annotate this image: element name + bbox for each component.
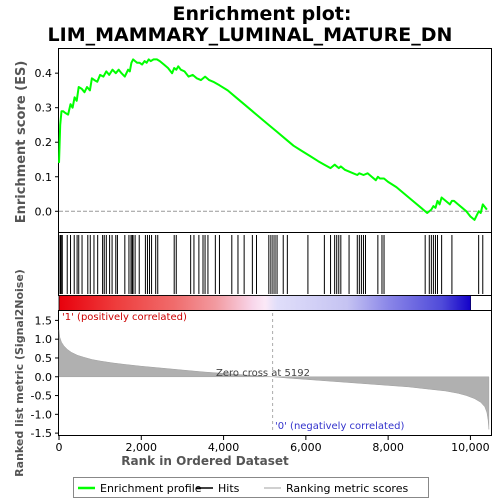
chart-title-line2: LIM_MAMMARY_LUMINAL_MATURE_DN [48,24,453,46]
ranked-y-axis: -1.5 -1.0 -0.5 0.0 0.5 1.0 1.5 [31,314,59,440]
enrichment-profile-line [58,58,488,221]
chart-title-line1: Enrichment plot: [173,3,352,25]
es-y-tick-label: 0.2 [35,136,53,149]
es-y-tick-label: 0.3 [35,102,53,115]
ranked-metric-area [58,329,490,430]
ranking-metric-scores [58,329,490,430]
ranked-y-tick-label: 0.5 [35,352,53,365]
es-y-tick-label: 0.1 [35,171,53,184]
es-y-tick-label: 0.4 [35,67,53,80]
ranked-y-tick-label: 1.5 [35,314,53,327]
x-tick-label: 10,000 [451,441,490,454]
x-tick-label: 8,000 [372,441,404,454]
ranked-y-tick-label: 0.0 [35,371,53,384]
ranked-y-tick-label: -0.5 [31,390,52,403]
x-axis: 0 2,000 4,000 6,000 8,000 10,000 [56,436,490,454]
ranked-y-tick-label: -1.5 [31,427,52,440]
es-panel-frame [58,48,492,233]
es-y-tick-label: 0.0 [35,205,53,218]
es-y-axis-label: Enrichment score (ES) [14,61,29,224]
es-series [58,58,488,221]
x-tick-label: 6,000 [290,441,322,454]
legend-label: Hits [218,482,240,495]
legend-box [73,477,429,498]
rank-bar-filler [471,296,491,310]
ranked-y-tick-label: 1.0 [35,333,53,346]
legend-label: Enrichment profile [100,482,202,495]
legend: Enrichment profile Hits Ranking metric sco… [78,482,408,495]
pos-correlated-label: '1' (positively correlated) [62,312,187,323]
x-tick-label: 2,000 [126,441,158,454]
zero-cross-label: Zero cross at 5192 [216,368,310,379]
x-tick-label: 0 [56,441,63,454]
x-tick-label: 4,000 [208,441,240,454]
x-axis-label: Rank in Ordered Dataset [121,454,289,468]
es-y-axis: 0.0 0.1 0.2 0.3 0.4 [35,67,59,218]
rank-color-bar [58,295,472,311]
neg-correlated-label: '0' (negatively correlated) [275,421,404,432]
ranked-y-tick-label: -1.0 [31,408,52,421]
hit-markers [59,235,484,294]
ranked-y-axis-label: Ranked list metric (Signal2Noise) [13,269,26,477]
legend-label: Ranking metric scores [286,482,408,495]
